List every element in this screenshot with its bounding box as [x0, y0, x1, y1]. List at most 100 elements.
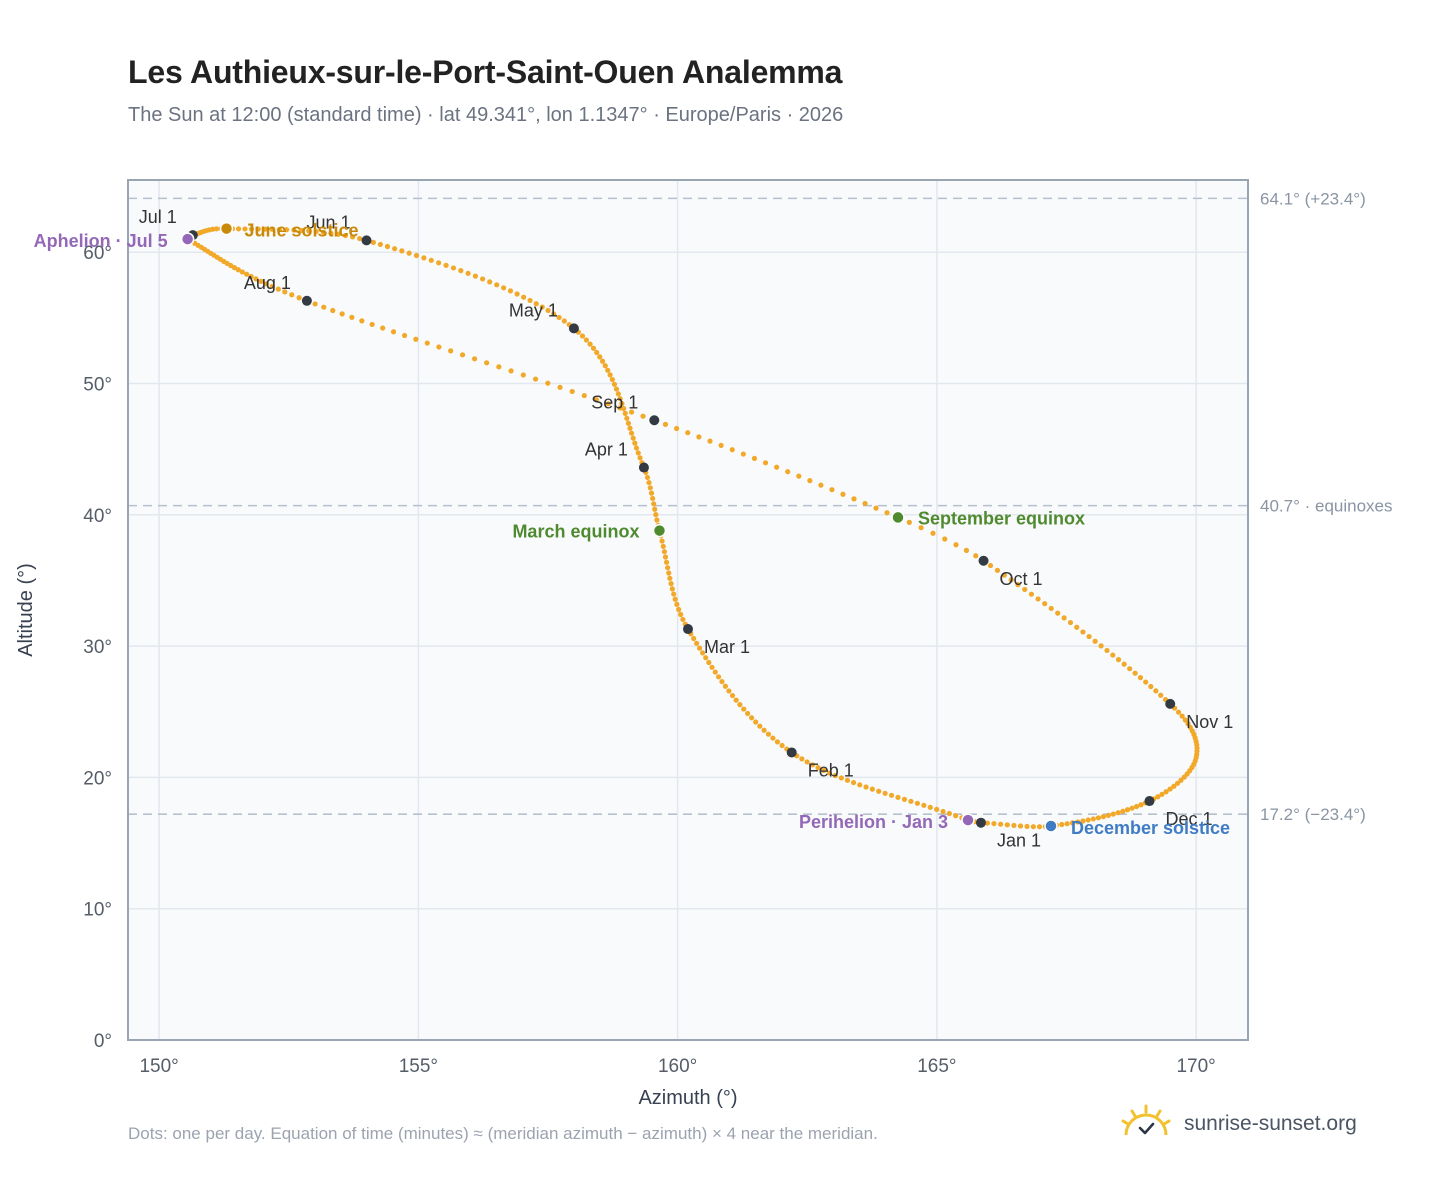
daily-dot	[669, 586, 675, 592]
daily-dot	[1148, 683, 1154, 690]
daily-dot	[680, 616, 686, 623]
daily-dot	[635, 450, 641, 456]
daily-dot	[1048, 605, 1054, 612]
daily-dot	[984, 820, 991, 826]
reference-line-label: 64.1° (+23.4°)	[1260, 189, 1366, 208]
daily-dot	[1115, 810, 1121, 816]
y-tick-label: 60°	[83, 243, 112, 264]
daily-dot	[815, 765, 821, 771]
daily-dot	[733, 697, 739, 703]
daily-dot	[660, 543, 666, 549]
daily-dot	[484, 360, 490, 366]
daily-dot	[262, 226, 268, 232]
daily-dot	[921, 802, 927, 808]
daily-dot	[761, 727, 767, 733]
daily-dot	[963, 547, 970, 553]
daily-dot	[1024, 823, 1030, 830]
month-label: Jul 1	[139, 207, 177, 227]
x-axis-label: Azimuth (°)	[638, 1087, 737, 1109]
daily-dot	[1085, 817, 1091, 823]
daily-dot	[862, 500, 868, 507]
daily-dot	[857, 782, 863, 788]
daily-dot	[762, 460, 769, 466]
daily-dot	[671, 591, 677, 597]
daily-dot	[694, 640, 700, 646]
daily-dot	[276, 226, 282, 233]
month-label: Aug 1	[244, 273, 291, 293]
daily-dot	[496, 364, 502, 370]
daily-dot	[619, 400, 625, 407]
daily-dot	[320, 229, 327, 235]
daily-dot	[593, 397, 599, 403]
daily-dot	[751, 455, 758, 462]
month-dot	[975, 817, 986, 828]
daily-dot	[888, 792, 895, 798]
daily-dot	[697, 645, 703, 651]
daily-dot	[448, 348, 454, 354]
daily-dot	[1067, 619, 1074, 626]
daily-dot	[1030, 824, 1036, 830]
daily-dot	[1182, 717, 1188, 723]
daily-dot	[661, 549, 668, 555]
daily-dot	[826, 770, 833, 776]
daily-dot	[737, 702, 743, 708]
daily-dot	[424, 340, 430, 346]
daily-dot	[1158, 692, 1164, 698]
daily-dot	[1138, 802, 1144, 808]
daily-dot	[850, 779, 857, 786]
daily-dot	[605, 401, 611, 407]
daily-dot	[289, 292, 295, 298]
daily-dot	[652, 506, 658, 512]
daily-dot	[908, 798, 914, 804]
daily-dot	[471, 356, 478, 362]
daily-dot	[611, 381, 618, 387]
brand[interactable]: sunrise-sunset.org	[1120, 1102, 1357, 1146]
y-tick-label: 10°	[83, 900, 112, 921]
month-dot	[1165, 698, 1176, 709]
daily-dot	[244, 271, 250, 277]
daily-dot	[1061, 615, 1067, 621]
daily-dot	[213, 226, 220, 232]
daily-dot	[644, 474, 651, 481]
sun-logo-icon	[1120, 1104, 1172, 1145]
daily-dot	[726, 688, 732, 694]
daily-dot	[722, 683, 729, 689]
event-label: Perihelion · Jan 3	[799, 812, 948, 832]
daily-dot	[1042, 601, 1048, 607]
daily-dot	[851, 496, 857, 502]
daily-dot	[1017, 823, 1024, 829]
daily-dot	[715, 674, 722, 680]
month-dot	[638, 462, 649, 473]
daily-dot	[1153, 688, 1159, 694]
footnote: Dots: one per day. Equation of time (min…	[128, 1124, 878, 1143]
daily-dot	[745, 710, 751, 717]
daily-dot	[617, 396, 623, 402]
daily-dot	[651, 501, 657, 507]
x-tick-label: 165°	[917, 1056, 956, 1077]
daily-dot	[707, 438, 713, 444]
daily-dot	[627, 425, 633, 431]
daily-dot	[659, 538, 665, 544]
daily-dot	[313, 228, 319, 235]
daily-dot	[712, 669, 718, 675]
daily-dot	[630, 435, 636, 441]
y-axis-ticks: 0° 10° 20° 30° 40° 50° 60°	[83, 243, 112, 1052]
daily-dot	[335, 231, 341, 237]
daily-dot	[521, 294, 527, 300]
daily-dot	[934, 806, 940, 812]
daily-dot	[901, 796, 908, 802]
daily-dot	[637, 455, 643, 461]
daily-dot	[328, 230, 334, 236]
daily-dot	[339, 311, 345, 317]
month-label: Jan 1	[997, 831, 1041, 851]
daily-dot	[646, 479, 652, 486]
month-dot	[568, 323, 579, 334]
month-label: Oct 1	[1000, 569, 1043, 589]
brand-name[interactable]: sunrise-sunset.org	[1184, 1112, 1357, 1135]
daily-dot	[494, 282, 500, 288]
daily-dot	[602, 363, 608, 369]
daily-dot	[615, 391, 621, 397]
daily-dot	[413, 252, 420, 259]
daily-dot	[678, 611, 684, 618]
daily-dot	[370, 239, 376, 245]
